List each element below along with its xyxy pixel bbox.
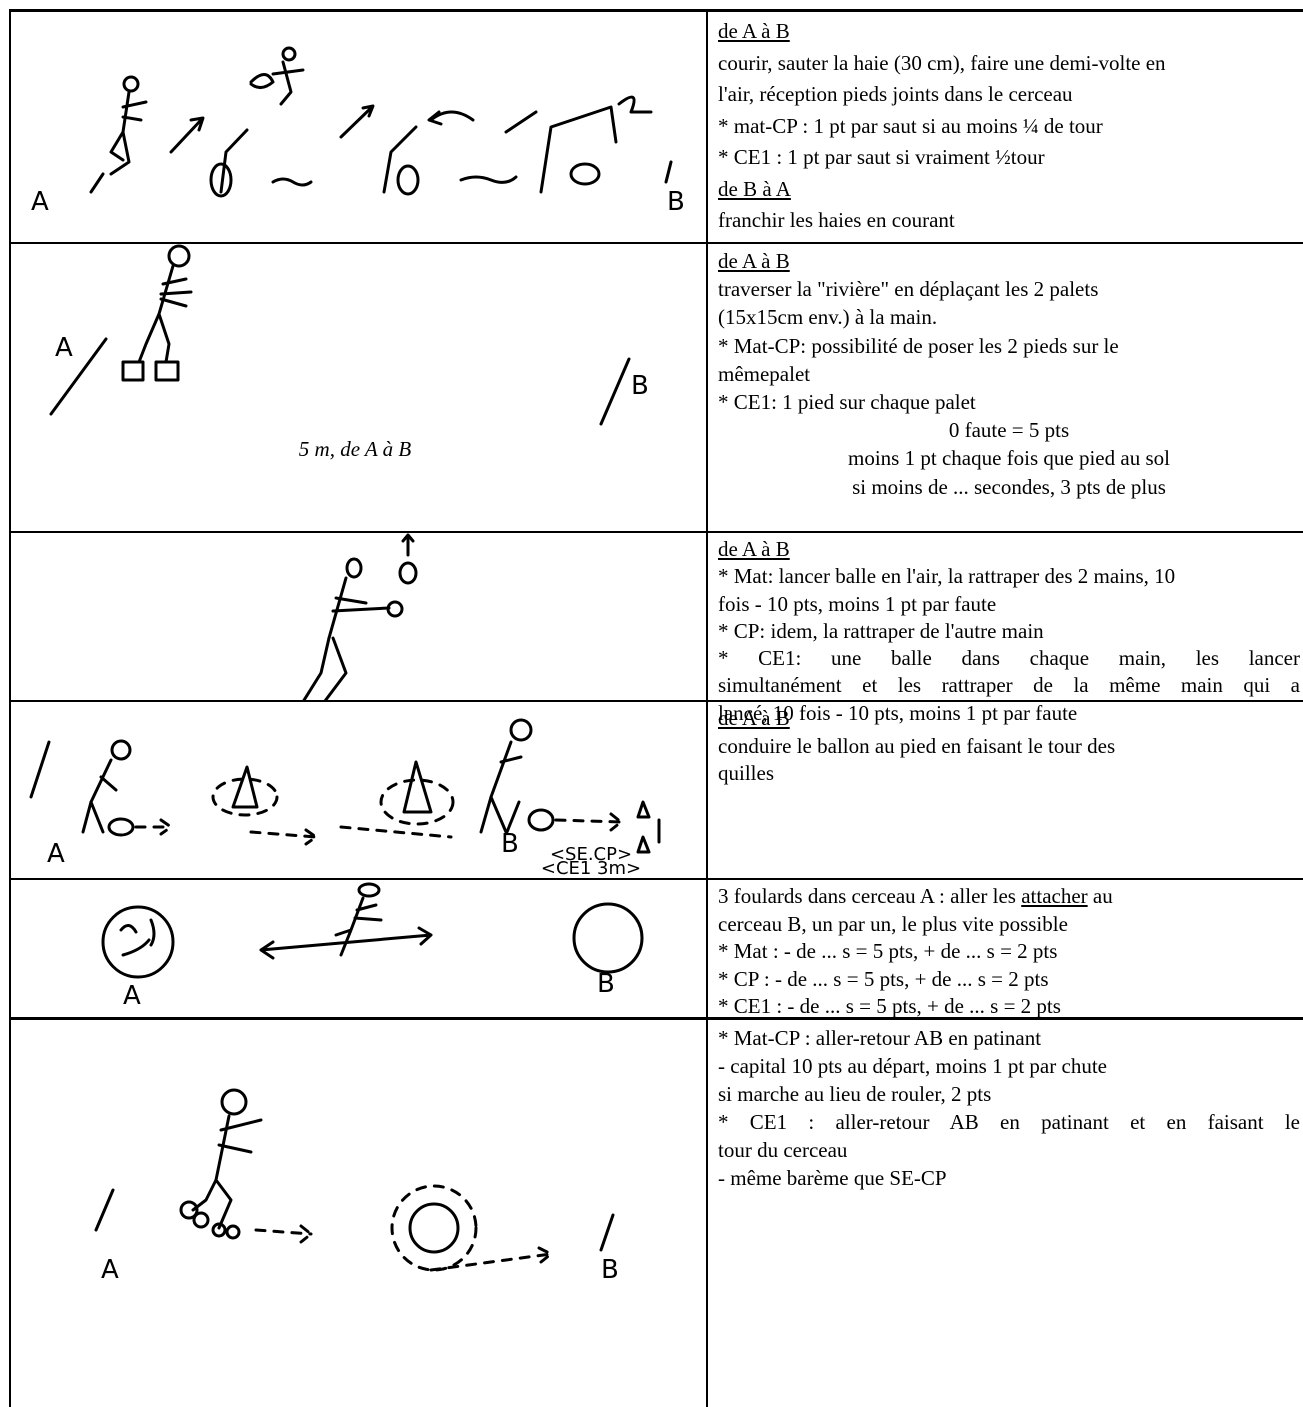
cell-text: 3 foulards dans cerceau A : aller les at… xyxy=(718,883,1300,1021)
sketch: A B xyxy=(31,46,685,217)
sketch: A B xyxy=(101,882,644,1011)
text-line: 3 foulards dans cerceau A : aller les at… xyxy=(718,883,1300,911)
sketch-caption: 5 m, de A à B xyxy=(299,437,412,461)
sketch: A B 5 m, de A à B xyxy=(49,244,649,461)
text-line: * CE1 : - de ... s = 5 pts, + de ... s =… xyxy=(718,994,1061,1018)
text-line: (15x15cm env.) à la main. xyxy=(718,305,938,330)
text-line: l'air, réception pieds joints dans le ce… xyxy=(718,82,1073,106)
text-line: conduire le ballon au pied en faisant le… xyxy=(718,733,1116,758)
text-line: lancé, 10 fois - 10 pts, moins 1 pt par … xyxy=(718,700,1078,725)
cell-text: de A à B conduire le ballon au pied en fa… xyxy=(718,705,1300,788)
text-line: de A à B xyxy=(718,706,790,730)
text-line: tour du cerceau xyxy=(718,1138,848,1162)
rule xyxy=(9,531,1303,533)
sketch: A B <SE.CP> 2m <CE1 3m> xyxy=(29,718,661,878)
text-line: courir, sauter la haie (30 cm), faire un… xyxy=(718,50,1166,75)
sketch: A B xyxy=(94,1088,619,1285)
text-line: * CP : - de ... s = 5 pts, + de ... s = … xyxy=(718,966,1049,991)
sketch-label: A xyxy=(55,333,73,363)
text-line: de A à B xyxy=(718,19,790,43)
text-line: * CE1: 1 pied sur chaque palet xyxy=(718,390,976,415)
text-line: * Mat-CP: possibilité de poser les 2 pie… xyxy=(718,333,1119,358)
text-line: si marche au lieu de rouler, 2 pts xyxy=(718,1082,992,1106)
text-line: de B à A xyxy=(718,176,791,201)
text-line: * CE1 : 1 pt par saut si vraiment ½tour xyxy=(718,145,1045,169)
sketch-label: A xyxy=(123,981,141,1011)
text-line: * CE1 : aller-retour AB en patinant et e… xyxy=(718,1110,1300,1134)
rule xyxy=(9,9,1303,12)
text-line: de A à B xyxy=(718,249,790,273)
text-line: franchir les haies en courant xyxy=(718,208,955,232)
sketch-label: B xyxy=(597,969,615,999)
cell-text: de A à B traverser la "rivière" en déplaç… xyxy=(718,247,1300,501)
text-line: * mat-CP : 1 pt par saut si au moins ¼ d… xyxy=(718,113,1103,138)
text-line: * Mat: lancer balle en l'air, la rattrap… xyxy=(718,564,1176,589)
text-line: mêmepalet xyxy=(718,361,811,386)
rule xyxy=(9,700,1303,702)
sketch xyxy=(302,533,418,700)
text-line: simultanément et les rattraper de la mêm… xyxy=(718,673,1300,698)
text-segment: au xyxy=(1087,884,1113,908)
text-line: * Mat-CP : aller-retour AB en patinant xyxy=(718,1026,1042,1050)
text-line: quilles xyxy=(718,761,774,785)
sketch-label: <SE.CP> xyxy=(550,844,632,865)
text-line: moins 1 pt chaque fois que pied au sol xyxy=(848,446,1170,471)
rule xyxy=(706,9,708,1407)
sketch-label: B xyxy=(631,371,649,401)
sketch-label: A xyxy=(101,1255,119,1285)
rule xyxy=(9,9,11,1407)
cell-text: de A à B courir, sauter la haie (30 cm), … xyxy=(718,16,1300,237)
sketch-label: A xyxy=(47,839,65,869)
text-segment: 3 foulards dans cerceau A : aller les xyxy=(718,884,1022,908)
rule xyxy=(9,242,1303,244)
cell-text: * Mat-CP : aller-retour AB en patinant - … xyxy=(718,1024,1300,1192)
cell-text: de A à B * Mat: lancer balle en l'air, la… xyxy=(718,536,1300,727)
sketch-label: B xyxy=(501,829,519,859)
text-line: traverser la "rivière" en déplaçant les … xyxy=(718,277,1099,302)
text-segment: attacher xyxy=(1021,884,1088,908)
rule xyxy=(9,1017,1303,1020)
text-line: si moins de ... secondes, 3 pts de plus xyxy=(852,474,1166,499)
sketch-label: <CE1 3m> xyxy=(541,858,641,878)
text-line: - même barème que SE-CP xyxy=(718,1166,947,1190)
text-line: 0 faute = 5 pts xyxy=(948,418,1070,443)
text-line: cerceau B, un par un, le plus vite possi… xyxy=(718,911,1068,936)
text-line: de A à B xyxy=(718,537,790,561)
rule xyxy=(9,878,1303,880)
text-line: * Mat : - de ... s = 5 pts, + de ... s =… xyxy=(718,939,1058,963)
text-line: fois - 10 pts, moins 1 pt par faute xyxy=(718,591,997,616)
sketch-label: B xyxy=(601,1255,619,1285)
text-line: * CE1: une balle dans chaque main, les l… xyxy=(718,646,1300,671)
text-line: - capital 10 pts au départ, moins 1 pt p… xyxy=(718,1054,1107,1078)
sketch-label: B xyxy=(667,187,685,217)
sketch-label: A xyxy=(31,187,49,217)
text-line: * CP: idem, la rattraper de l'autre main xyxy=(718,618,1044,643)
